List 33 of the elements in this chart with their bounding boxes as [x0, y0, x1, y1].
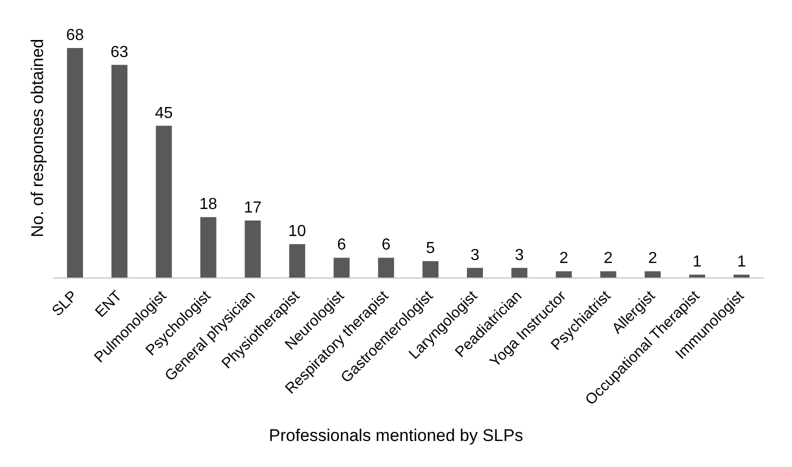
data-label: 1 — [692, 254, 702, 271]
x-axis-title: Professionals mentioned by SLPs — [268, 426, 524, 446]
data-label: 17 — [244, 200, 262, 216]
data-label: 1 — [737, 254, 746, 271]
data-label: 10 — [288, 223, 306, 240]
y-axis-title: No. of responses obtained — [28, 38, 48, 238]
bar — [67, 48, 83, 278]
bar — [511, 268, 528, 278]
bar — [156, 126, 172, 278]
data-label: 2 — [559, 250, 568, 268]
data-label: 45 — [154, 104, 173, 122]
x-tick-label: SLP — [48, 288, 81, 320]
bar — [334, 258, 350, 278]
data-label: 3 — [470, 246, 480, 264]
data-label: 2 — [604, 250, 613, 268]
bar — [289, 244, 306, 278]
data-label: 68 — [66, 27, 84, 44]
bar — [600, 271, 616, 278]
bar — [200, 217, 216, 278]
bar — [111, 64, 128, 278]
data-label: 63 — [110, 44, 128, 61]
bar — [378, 258, 394, 278]
bar — [466, 268, 483, 278]
data-label: 6 — [382, 236, 391, 254]
bar — [556, 271, 572, 278]
data-label: 18 — [199, 196, 218, 214]
bar — [644, 271, 661, 278]
data-label: 6 — [337, 236, 346, 254]
bar — [422, 261, 438, 278]
data-label: 2 — [648, 250, 658, 268]
data-label: 3 — [514, 246, 524, 264]
bar — [244, 220, 261, 278]
data-label: 5 — [426, 240, 436, 258]
